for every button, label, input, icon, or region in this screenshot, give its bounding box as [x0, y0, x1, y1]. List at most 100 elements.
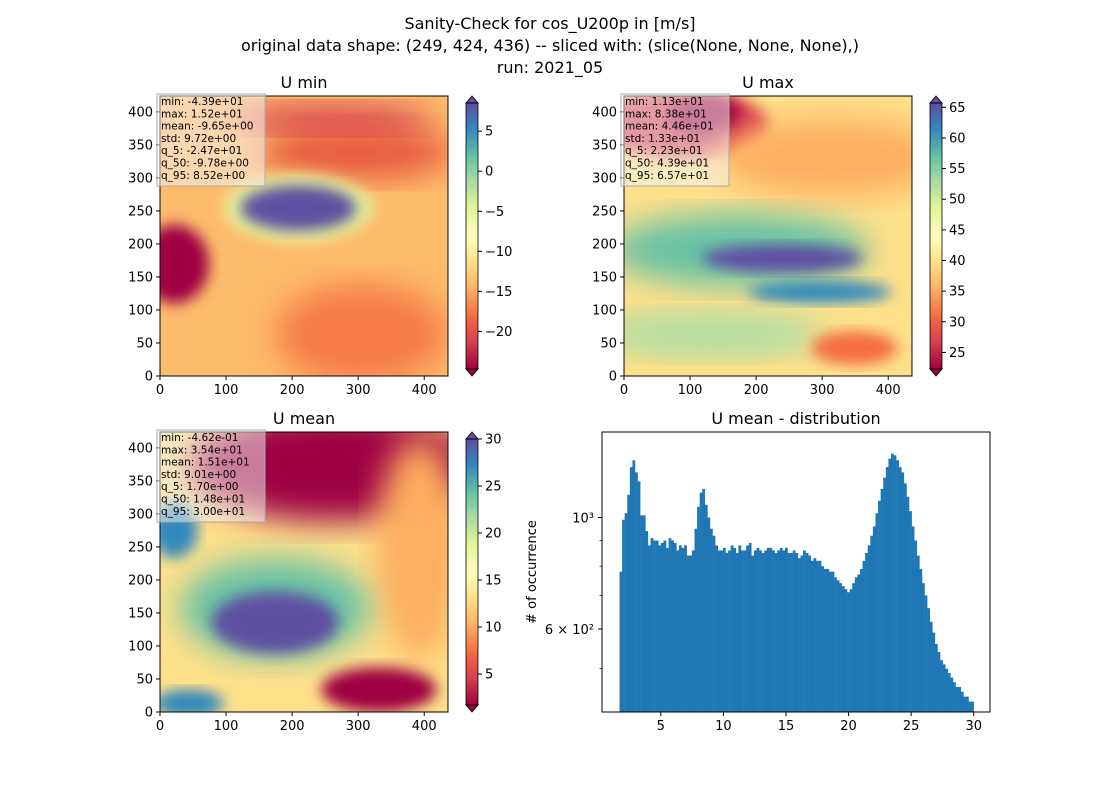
colorbar-gradient — [930, 103, 942, 369]
histogram-bar — [805, 552, 809, 712]
histogram-bar — [627, 494, 631, 712]
colorbar-tick-label: 60 — [949, 131, 966, 146]
histogram-bar — [800, 555, 804, 712]
histogram-bar — [738, 545, 742, 712]
stats-box-frame — [620, 93, 730, 187]
histogram-bar — [704, 504, 708, 712]
x-tick-label: 0 — [156, 719, 164, 734]
histogram-bar — [741, 550, 744, 712]
colorbar-frame — [465, 102, 479, 370]
histogram-bar — [710, 528, 713, 712]
histogram-bar — [671, 540, 675, 712]
histogram-bar — [668, 538, 672, 712]
x-tick-label: 200 — [744, 383, 769, 398]
histogram-bar — [779, 547, 783, 712]
histogram-bar — [689, 555, 693, 712]
histogram-bar — [647, 545, 651, 712]
x-tick-label: 400 — [876, 383, 901, 398]
colorbar-tick-label: 65 — [949, 101, 966, 116]
y-tick-label: 150 — [128, 606, 153, 621]
panel-title: U min — [281, 73, 328, 92]
histogram-bar — [831, 571, 835, 712]
field-region — [811, 331, 898, 365]
histogram-bar — [660, 542, 664, 712]
histogram-bar — [797, 558, 801, 712]
histogram-bar — [816, 560, 819, 712]
field-region — [701, 244, 864, 273]
histogram-bar — [880, 488, 884, 712]
y-tick-label: 400 — [128, 105, 153, 120]
histogram-bar — [666, 547, 669, 712]
histogram-bar — [953, 682, 956, 712]
histogram-bar — [958, 686, 962, 712]
histogram-frame — [601, 431, 991, 713]
histogram-bar — [743, 550, 747, 712]
histogram-bar — [632, 460, 636, 712]
histogram-bar — [960, 691, 964, 712]
stats-line: max: 8.38e+01 — [625, 108, 707, 120]
histogram-bars — [619, 453, 974, 712]
y-tick-label: 250 — [128, 540, 153, 555]
histogram-bar — [924, 595, 928, 712]
colorbar-tick-label: 35 — [949, 285, 966, 300]
histogram-bar — [653, 540, 656, 712]
histogram-bar — [922, 583, 925, 712]
histogram-bar — [702, 488, 706, 712]
histogram-bar — [937, 651, 941, 712]
histogram-x-tick-label: 10 — [715, 719, 732, 734]
histogram-bar — [857, 574, 861, 712]
histogram-bar — [883, 477, 887, 712]
histogram-bar — [686, 555, 690, 712]
stats-line: q_95: 6.57e+01 — [625, 170, 709, 182]
colorbar-extend-max — [465, 431, 479, 440]
histogram-bar — [642, 515, 646, 712]
y-tick-label: 0 — [609, 370, 617, 385]
x-tick-label: 100 — [214, 719, 239, 734]
x-tick-label: 300 — [810, 383, 835, 398]
colorbar: 65 60 55 50 45 40 35 30 25 — [929, 95, 966, 377]
colorbar-tick-label: −10 — [485, 245, 512, 260]
histogram-bar — [896, 460, 899, 712]
y-tick-label: 50 — [136, 336, 153, 351]
histogram-bar — [927, 608, 930, 712]
panel-title: U mean — [273, 409, 335, 428]
histogram-bar — [753, 550, 757, 712]
histogram-bar — [645, 531, 649, 712]
histogram-bar — [870, 535, 874, 712]
histogram-bar — [934, 643, 938, 712]
histogram-bar — [715, 545, 718, 712]
y-tick-label: 350 — [128, 474, 153, 489]
field-region — [257, 124, 448, 180]
y-tick-label: 400 — [128, 441, 153, 456]
field-region — [275, 283, 448, 376]
histogram-bar — [834, 577, 837, 712]
y-tick-label: 150 — [592, 270, 617, 285]
histogram-bar — [772, 550, 775, 712]
field-region — [160, 224, 209, 304]
suptitle-line-3: run: 2021_05 — [497, 58, 603, 78]
colorbar-tick-label: −20 — [485, 325, 512, 340]
plot-frame — [159, 95, 449, 377]
stats-line: q_5: -2.47e+01 — [161, 145, 242, 157]
histogram-bar — [622, 519, 625, 712]
stats-line: q_95: 3.00e+01 — [161, 506, 245, 518]
histogram-bar — [810, 560, 814, 712]
y-tick-label: 350 — [128, 138, 153, 153]
field-region — [240, 185, 356, 231]
histogram-bar — [774, 552, 778, 712]
histogram-bar — [867, 545, 871, 712]
colorbar-tick-label: 10 — [485, 620, 502, 635]
stats-line: min: -4.39e+01 — [161, 96, 243, 108]
histogram-bar — [725, 552, 729, 712]
y-tick-label: 100 — [128, 639, 153, 654]
colorbar-tick-label: 45 — [949, 223, 966, 238]
colorbar-extend-min — [465, 368, 479, 377]
histogram-bar — [875, 513, 879, 712]
histogram-bar — [694, 528, 698, 712]
y-tick-label: 350 — [592, 138, 617, 153]
histogram-bar — [828, 571, 832, 712]
histogram-bar — [684, 545, 687, 712]
histogram-bar — [872, 526, 876, 712]
histogram-bar — [929, 621, 933, 712]
